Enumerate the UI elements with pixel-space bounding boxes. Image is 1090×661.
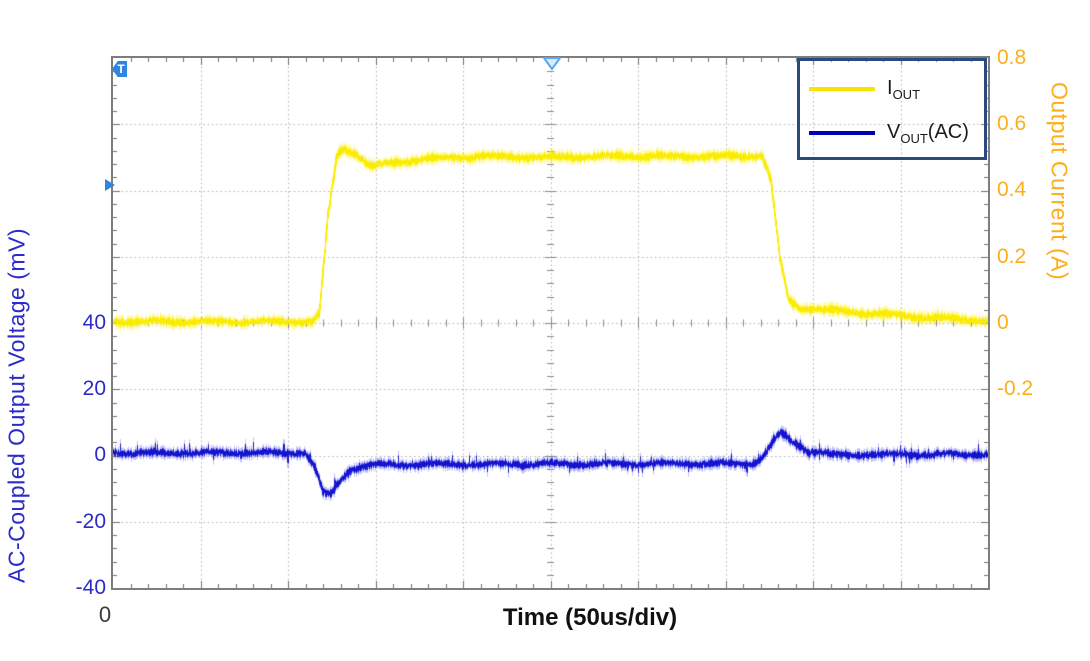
right-tick-0.2: 0.2 — [997, 245, 1027, 268]
legend-vout-suffix: (AC) — [927, 120, 969, 143]
x-axis-origin-label: 0 — [98, 602, 112, 627]
legend-item-vout: VOUT(AC) — [800, 116, 984, 150]
right-tick-0.6: 0.6 — [997, 112, 1027, 135]
right-tick-neg0.2: -0.2 — [997, 377, 1034, 400]
trigger-time-marker-icon — [542, 57, 562, 75]
left-tick-neg40: -40 — [75, 576, 106, 599]
legend-iout-symbol: I — [887, 76, 893, 99]
legend: IOUT VOUT(AC) — [797, 58, 987, 160]
legend-iout-subscript: OUT — [892, 86, 921, 102]
vout-line-swatch — [809, 131, 875, 135]
trigger-level-flag: T — [112, 61, 127, 77]
left-tick-20: 20 — [82, 377, 106, 400]
left-axis-title: AC-Coupled Output Voltage (mV) — [3, 227, 30, 583]
waveform-canvas — [113, 58, 988, 588]
legend-label-iout: IOUT — [887, 77, 920, 102]
legend-item-iout: IOUT — [800, 72, 984, 106]
legend-vout-symbol: V — [887, 120, 901, 143]
legend-label-vout: VOUT(AC) — [887, 121, 969, 146]
right-tick-0: 0 — [997, 311, 1009, 334]
left-tick-40: 40 — [82, 311, 106, 334]
x-axis-title: Time (50us/div) — [502, 604, 678, 631]
legend-vout-subscript: OUT — [900, 130, 928, 146]
plot-area — [111, 56, 990, 590]
channel-reference-marker-icon — [105, 179, 115, 191]
left-tick-neg20: -20 — [75, 510, 106, 533]
right-axis-title: Output Current (A) — [1046, 81, 1073, 281]
left-tick-0: 0 — [94, 443, 106, 466]
right-tick-0.8: 0.8 — [997, 46, 1027, 69]
iout-line-swatch — [809, 87, 875, 91]
right-tick-0.4: 0.4 — [997, 178, 1027, 201]
